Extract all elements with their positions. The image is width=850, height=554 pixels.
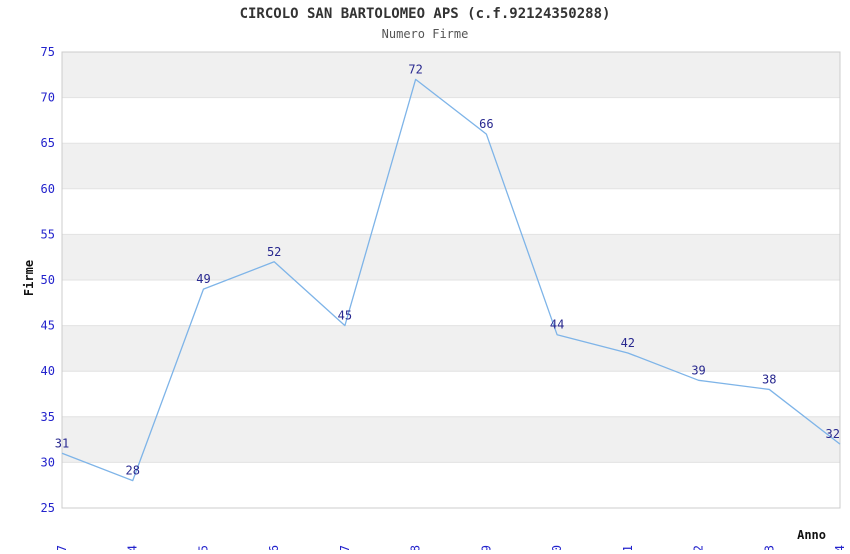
y-tick-label: 25 bbox=[41, 501, 55, 515]
plot-band bbox=[62, 143, 840, 189]
y-tick-label: 75 bbox=[41, 45, 55, 59]
data-point-label: 39 bbox=[691, 363, 705, 377]
data-point-label: 72 bbox=[408, 62, 422, 76]
y-tick-label: 70 bbox=[41, 91, 55, 105]
x-tick-label: 2019 bbox=[479, 545, 493, 550]
plot-border bbox=[61, 51, 841, 509]
chart-title: CIRCOLO SAN BARTOLOMEO APS (c.f.92124350… bbox=[239, 6, 611, 22]
data-point-label: 28 bbox=[126, 464, 140, 478]
data-point-label: 49 bbox=[196, 272, 210, 286]
series-line bbox=[61, 78, 841, 482]
data-point-label: 38 bbox=[762, 372, 776, 386]
data-point-label: 45 bbox=[338, 309, 352, 323]
data-point-label: 32 bbox=[826, 427, 840, 441]
data-point-label: 44 bbox=[550, 318, 564, 332]
data-point-label: 66 bbox=[479, 117, 493, 131]
y-tick-label: 50 bbox=[41, 273, 55, 287]
y-tick-label: 60 bbox=[41, 182, 55, 196]
plot-band bbox=[62, 234, 840, 280]
plot-band bbox=[62, 325, 840, 372]
plot-band bbox=[62, 52, 840, 98]
data-point-label: 42 bbox=[621, 336, 635, 350]
y-tick-label: 35 bbox=[41, 410, 55, 424]
x-tick-label: 2023 bbox=[762, 545, 776, 550]
x-axis-title: Anno bbox=[797, 528, 826, 542]
x-tick-label: 2007 bbox=[55, 545, 69, 550]
x-tick-label: 2020 bbox=[550, 545, 564, 550]
x-tick-label: 2022 bbox=[692, 545, 706, 550]
data-point-label: 31 bbox=[55, 436, 69, 450]
x-tick-label: 2017 bbox=[338, 545, 352, 550]
y-tick-label: 45 bbox=[41, 319, 55, 333]
x-tick-label: 2016 bbox=[267, 545, 281, 550]
y-axis-title: Firme bbox=[22, 259, 36, 297]
y-tick-label: 65 bbox=[41, 136, 55, 150]
x-tick-label: 2015 bbox=[196, 545, 210, 550]
plot-band bbox=[62, 416, 840, 463]
y-tick-label: 55 bbox=[41, 227, 55, 241]
data-point-label: 52 bbox=[267, 245, 281, 259]
y-tick-label: 40 bbox=[41, 364, 55, 378]
x-tick-label: 2021 bbox=[621, 545, 635, 550]
chart-subtitle: Numero Firme bbox=[381, 27, 469, 41]
x-tick-label: 2014 bbox=[126, 545, 140, 550]
y-tick-label: 30 bbox=[41, 455, 55, 469]
x-tick-label: 2018 bbox=[409, 545, 423, 550]
x-tick-label: 2024 bbox=[833, 545, 847, 550]
